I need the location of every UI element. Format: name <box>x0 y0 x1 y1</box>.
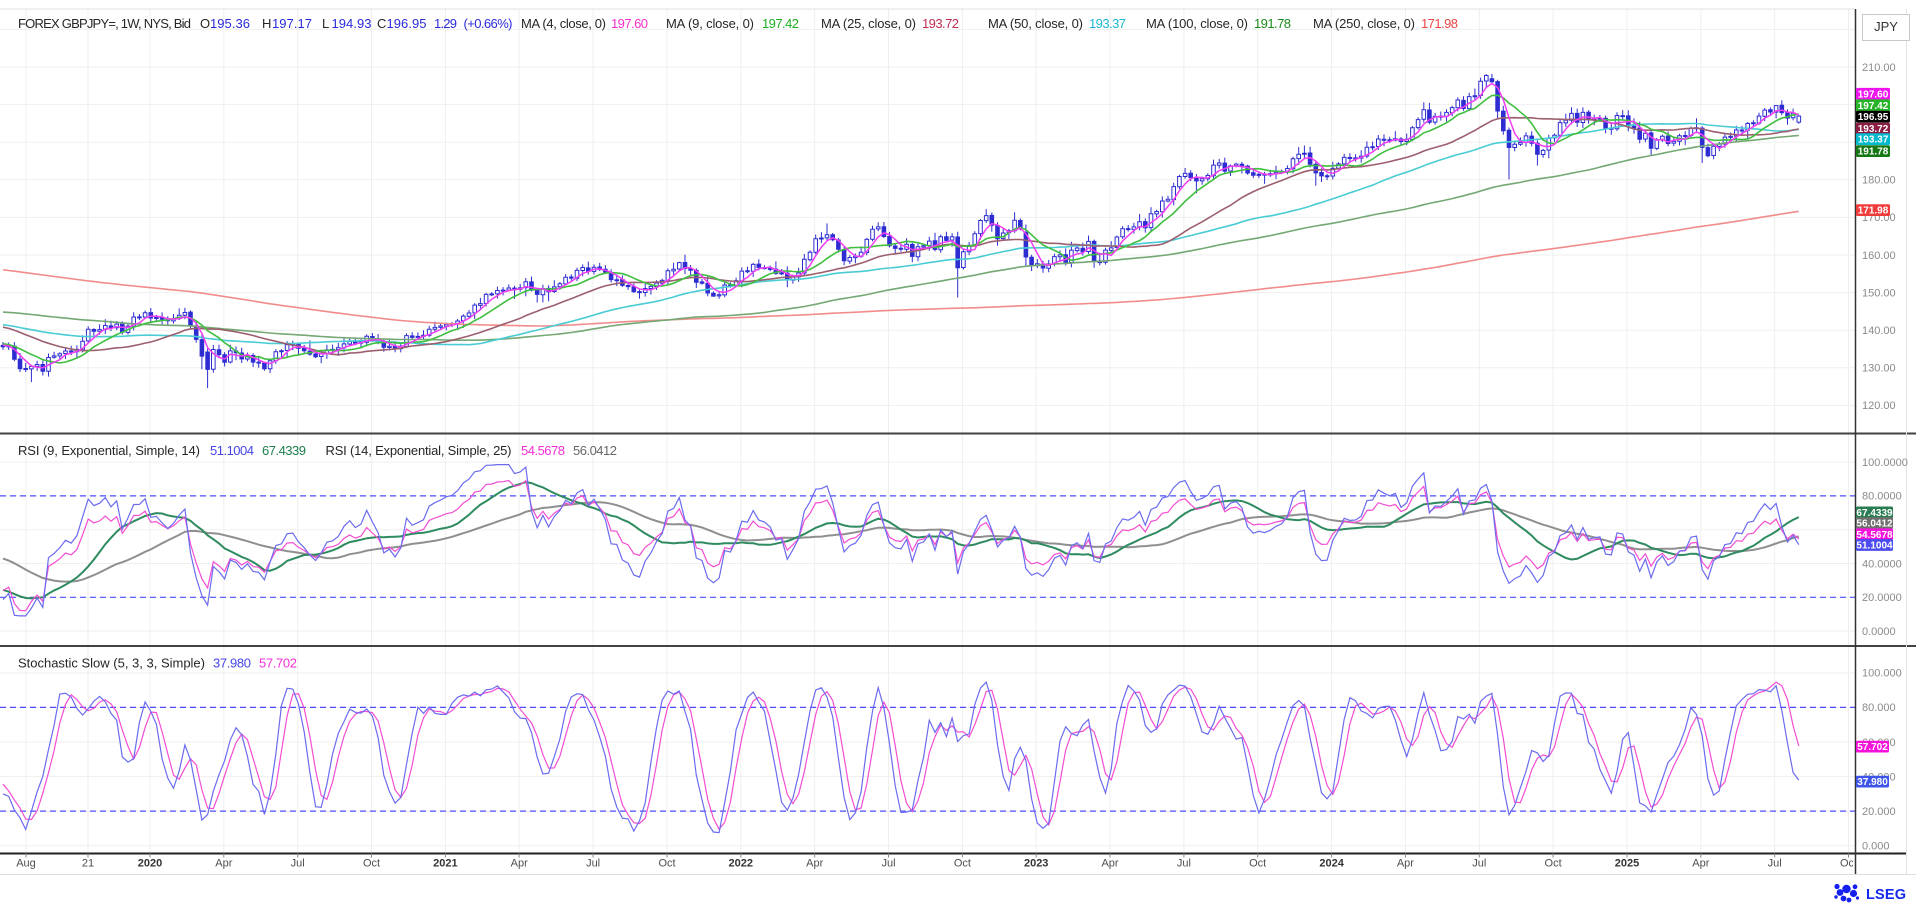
svg-text:Jul: Jul <box>1472 858 1486 870</box>
svg-text:2022: 2022 <box>729 858 753 870</box>
svg-text:37.980: 37.980 <box>1857 777 1888 788</box>
svg-text:197.42: 197.42 <box>762 16 799 31</box>
svg-text:Oct: Oct <box>658 858 675 870</box>
svg-text:80.000: 80.000 <box>1862 702 1896 714</box>
svg-text:Aug: Aug <box>16 858 36 870</box>
svg-text:Apr: Apr <box>1692 858 1709 870</box>
svg-text:197.60: 197.60 <box>611 16 648 31</box>
svg-text:171.98: 171.98 <box>1421 16 1458 31</box>
svg-text:Jul: Jul <box>881 858 895 870</box>
svg-text:120.00: 120.00 <box>1862 400 1896 412</box>
svg-text:LSEG: LSEG <box>1866 887 1906 903</box>
svg-text:Oct: Oct <box>1249 858 1266 870</box>
svg-text:2020: 2020 <box>138 858 162 870</box>
svg-text:Jul: Jul <box>1177 858 1191 870</box>
svg-text:Jul: Jul <box>586 858 600 870</box>
svg-text:2025: 2025 <box>1615 858 1639 870</box>
svg-text:194.93: 194.93 <box>332 16 372 31</box>
svg-text:Jul: Jul <box>291 858 305 870</box>
svg-text:FOREX GBPJPY=, 1W, NYS, Bid: FOREX GBPJPY=, 1W, NYS, Bid <box>18 16 191 31</box>
svg-text:193.37: 193.37 <box>1858 135 1889 146</box>
svg-text:51.1004: 51.1004 <box>1856 541 1893 552</box>
svg-text:40.0000: 40.0000 <box>1862 558 1902 570</box>
svg-text:56.0412: 56.0412 <box>1856 519 1893 530</box>
svg-text:80.0000: 80.0000 <box>1862 491 1902 503</box>
svg-text:193.72: 193.72 <box>1858 124 1889 135</box>
svg-text:Jul: Jul <box>1768 858 1782 870</box>
svg-text:196.95: 196.95 <box>387 16 427 31</box>
svg-text:197.17: 197.17 <box>272 16 312 31</box>
svg-text:JPY: JPY <box>1874 19 1898 34</box>
svg-text:21: 21 <box>82 858 94 870</box>
svg-text:Oct: Oct <box>1545 858 1562 870</box>
svg-text:C: C <box>377 16 386 31</box>
svg-text:Apr: Apr <box>806 858 823 870</box>
svg-text:O: O <box>200 16 210 31</box>
svg-text:Stochastic Slow (5, 3, 3, Simp: Stochastic Slow (5, 3, 3, Simple) <box>18 656 205 671</box>
svg-text:100.000: 100.000 <box>1862 668 1902 680</box>
svg-text:193.37: 193.37 <box>1089 16 1126 31</box>
svg-text:Apr: Apr <box>511 858 528 870</box>
svg-text:171.98: 171.98 <box>1858 206 1889 217</box>
svg-text:MA (25, close, 0): MA (25, close, 0) <box>821 16 916 31</box>
svg-text:0.0000: 0.0000 <box>1862 626 1896 638</box>
svg-text:20.000: 20.000 <box>1862 806 1896 818</box>
svg-text:210.00: 210.00 <box>1862 62 1896 74</box>
svg-text:191.78: 191.78 <box>1858 147 1889 158</box>
svg-text:130.00: 130.00 <box>1862 363 1896 375</box>
svg-text:RSI (9, Exponential, Simple, 1: RSI (9, Exponential, Simple, 14) <box>18 443 200 458</box>
svg-text:37.980: 37.980 <box>213 656 251 671</box>
svg-text:0.000: 0.000 <box>1862 841 1890 853</box>
svg-text:MA (250, close, 0): MA (250, close, 0) <box>1313 16 1415 31</box>
svg-text:67.4339: 67.4339 <box>1856 508 1893 519</box>
svg-text:Apr: Apr <box>215 858 232 870</box>
svg-text:54.5678: 54.5678 <box>521 443 565 458</box>
svg-text:RSI (14, Exponential, Simple,: RSI (14, Exponential, Simple, 25) <box>326 443 512 458</box>
svg-text:20.0000: 20.0000 <box>1862 592 1902 604</box>
svg-text:Apr: Apr <box>1101 858 1118 870</box>
svg-text:1.29: 1.29 <box>434 16 457 31</box>
svg-text:2021: 2021 <box>433 858 457 870</box>
svg-text:56.0412: 56.0412 <box>573 443 617 458</box>
svg-text:140.00: 140.00 <box>1862 325 1896 337</box>
svg-text:197.60: 197.60 <box>1858 89 1889 100</box>
svg-text:67.4339: 67.4339 <box>262 443 306 458</box>
svg-text:Oct: Oct <box>954 858 971 870</box>
svg-text:196.95: 196.95 <box>1858 112 1889 123</box>
svg-text:195.36: 195.36 <box>210 16 250 31</box>
svg-text:Oct: Oct <box>1840 858 1857 870</box>
svg-text:H: H <box>262 16 271 31</box>
svg-text:Oct: Oct <box>363 858 380 870</box>
svg-text:2024: 2024 <box>1319 858 1344 870</box>
svg-text:191.78: 191.78 <box>1254 16 1291 31</box>
svg-text:MA (100, close, 0): MA (100, close, 0) <box>1146 16 1248 31</box>
svg-text:MA (50, close, 0): MA (50, close, 0) <box>988 16 1083 31</box>
svg-text:150.00: 150.00 <box>1862 287 1896 299</box>
svg-text:197.42: 197.42 <box>1858 101 1889 112</box>
svg-text:Apr: Apr <box>1397 858 1414 870</box>
svg-text:100.0000: 100.0000 <box>1862 457 1908 469</box>
svg-text:MA (9, close, 0): MA (9, close, 0) <box>666 16 754 31</box>
svg-text:2023: 2023 <box>1024 858 1048 870</box>
svg-text:180.00: 180.00 <box>1862 175 1896 187</box>
svg-text:54.5678: 54.5678 <box>1856 530 1893 541</box>
svg-text:57.702: 57.702 <box>259 656 297 671</box>
svg-text:160.00: 160.00 <box>1862 250 1896 262</box>
svg-text:193.72: 193.72 <box>922 16 959 31</box>
svg-text:51.1004: 51.1004 <box>210 443 254 458</box>
svg-text:(+0.66%): (+0.66%) <box>464 16 513 31</box>
svg-text:MA (4, close, 0): MA (4, close, 0) <box>521 16 606 31</box>
svg-text:L: L <box>322 16 329 31</box>
svg-text:57.702: 57.702 <box>1857 742 1888 753</box>
